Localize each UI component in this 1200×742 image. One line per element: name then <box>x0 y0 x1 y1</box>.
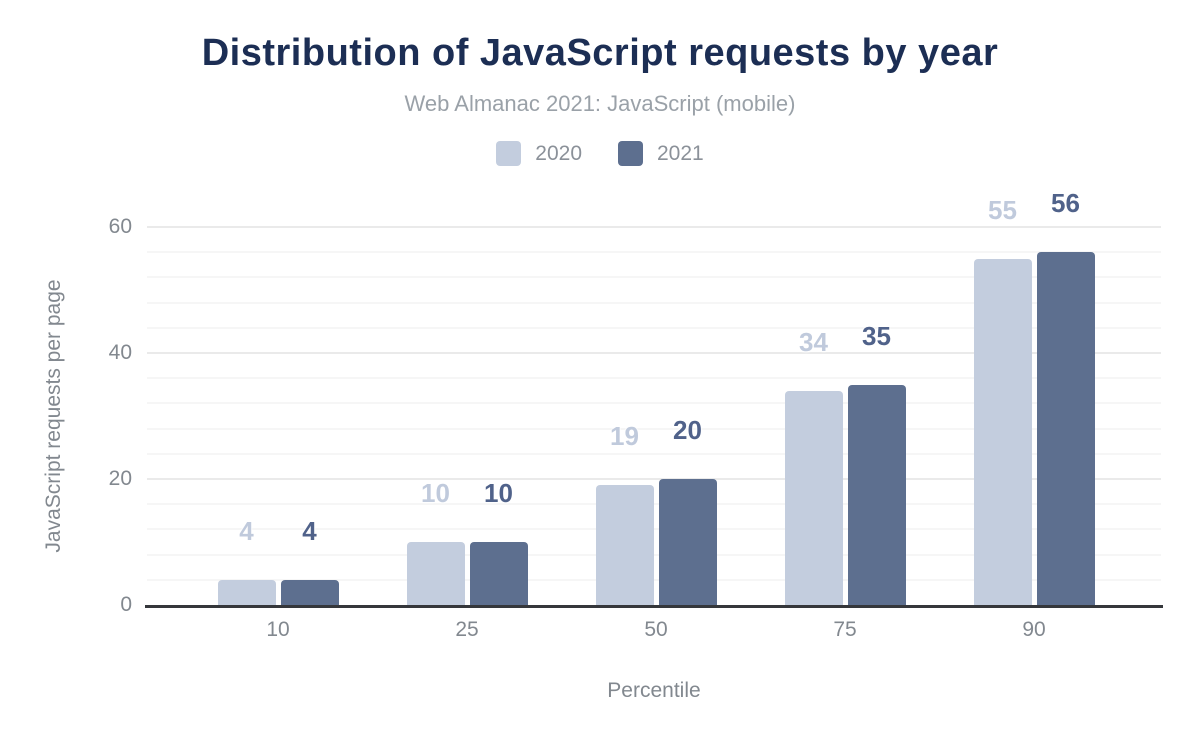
x-tick-label: 25 <box>455 618 479 641</box>
bar-value-label-2021-p75: 35 <box>862 320 891 351</box>
chart-subtitle: Web Almanac 2021: JavaScript (mobile) <box>404 91 796 116</box>
y-tick-label: 40 <box>108 341 132 364</box>
gridline-minor <box>147 503 1161 506</box>
bar-value-label-2020-p10: 4 <box>239 515 254 546</box>
gridline-minor <box>147 326 1161 329</box>
legend-label-2020: 2020 <box>535 141 582 165</box>
gridline-minor <box>147 301 1161 304</box>
x-tick-label: 90 <box>1022 618 1046 641</box>
bar-2020-p50[interactable] <box>595 485 654 605</box>
bar-2021-p25[interactable] <box>469 542 528 605</box>
bar-2020-p75[interactable] <box>784 390 843 605</box>
bar-value-label-2021-p10: 4 <box>302 515 317 546</box>
legend-item-2021: 2021 <box>618 141 704 166</box>
gridline-minor <box>147 553 1161 556</box>
bar-value-label-2021-p25: 10 <box>484 478 513 508</box>
bar-value-label-2021-p50: 20 <box>673 415 702 445</box>
x-axis-line <box>145 605 1163 608</box>
gridline-minor <box>147 452 1161 455</box>
bar-2021-p10[interactable] <box>280 579 339 605</box>
y-tick-label: 20 <box>108 467 132 490</box>
x-tick-label: 10 <box>266 618 290 641</box>
legend-swatch-2021 <box>618 141 643 166</box>
bar-2021-p90[interactable] <box>1036 252 1095 605</box>
bar-2021-p75[interactable] <box>847 384 906 605</box>
legend: 2020 2021 <box>0 141 1200 166</box>
gridline-major <box>147 478 1161 480</box>
gridline-minor <box>147 377 1161 380</box>
bar-value-label-2020-p90: 55 <box>988 194 1017 225</box>
x-tick-label: 75 <box>833 618 857 641</box>
bar-2020-p25[interactable] <box>406 542 465 605</box>
gridline-major <box>147 226 1161 228</box>
bar-2020-p90[interactable] <box>973 258 1032 605</box>
gridline-minor <box>147 427 1161 430</box>
gridline-minor <box>147 276 1161 279</box>
x-axis-title: Percentile <box>607 679 701 702</box>
y-tick-label: 60 <box>108 215 132 238</box>
legend-swatch-2020 <box>496 141 522 166</box>
gridline-minor <box>147 402 1161 405</box>
x-tick-label: 50 <box>644 618 668 641</box>
bar-value-label-2020-p50: 19 <box>610 421 639 452</box>
gridline-major <box>147 352 1161 354</box>
legend-item-2020: 2020 <box>496 141 582 166</box>
bar-value-label-2020-p75: 34 <box>799 326 828 357</box>
legend-label-2021: 2021 <box>657 141 704 165</box>
gridline-minor <box>147 578 1161 581</box>
bar-value-label-2021-p90: 56 <box>1051 188 1080 219</box>
bar-2020-p10[interactable] <box>217 579 276 605</box>
gridline-minor <box>147 528 1161 531</box>
y-tick-label: 0 <box>120 593 132 616</box>
bar-value-label-2020-p25: 10 <box>421 478 450 508</box>
bar-2021-p50[interactable] <box>658 479 717 605</box>
chart-title: Distribution of JavaScript requests by y… <box>201 32 999 74</box>
gridline-minor <box>147 251 1161 254</box>
